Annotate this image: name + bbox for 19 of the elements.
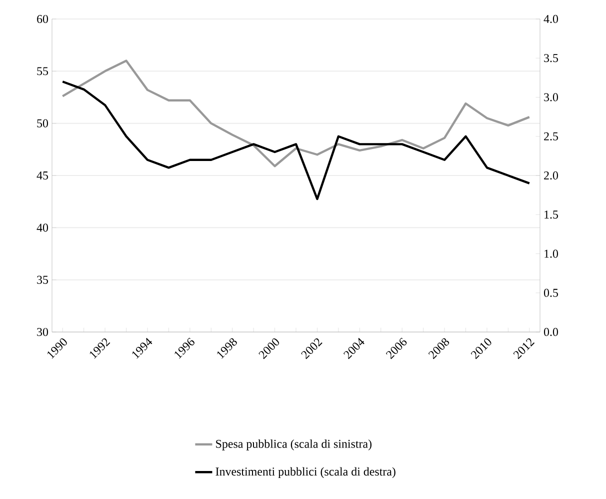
y-tick-label: 45 [36,172,48,180]
y2-tick-label: 4.0 [544,14,558,24]
y-tick-label: 60 [37,14,48,24]
y2-tick-label: 2.0 [544,171,558,180]
y-tick-label: 30 [37,328,48,336]
legend-label: Spesa pubblica (scala di sinistra) [216,439,372,450]
y2-tick-label: 3.0 [544,93,558,102]
y-tick-label: 55 [37,67,48,76]
y-tick-label: 50 [37,119,48,128]
line-series [62,60,530,168]
y2-tick-label: 3.5 [544,54,558,62]
y-tick-label: 40 [36,224,48,232]
y-tick-label: 35 [37,276,48,284]
y2-tick-label: 0.0 [544,328,558,336]
y2-tick-label: 2.5 [544,132,558,140]
y2-tick-label: 1.5 [544,210,558,219]
legend-label: Investimenti pubblici (scala di destra) [216,467,396,478]
y2-tick-label: 1.0 [544,250,558,258]
y2-tick-label: 0.5 [544,288,558,297]
